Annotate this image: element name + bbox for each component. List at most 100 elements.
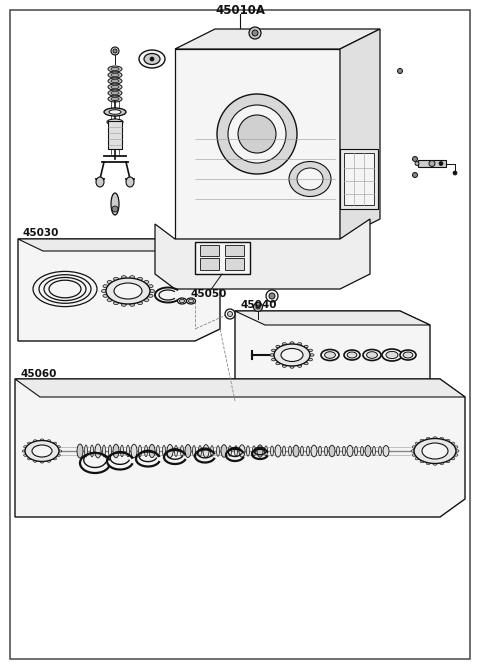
Circle shape xyxy=(150,57,154,61)
Ellipse shape xyxy=(228,446,231,456)
Ellipse shape xyxy=(113,278,119,280)
Ellipse shape xyxy=(34,460,37,462)
Ellipse shape xyxy=(108,72,122,78)
Ellipse shape xyxy=(49,280,81,298)
Bar xyxy=(108,121,122,149)
Polygon shape xyxy=(18,239,220,341)
Ellipse shape xyxy=(104,108,126,116)
Polygon shape xyxy=(155,219,370,289)
Ellipse shape xyxy=(121,303,126,306)
Ellipse shape xyxy=(420,440,424,442)
Circle shape xyxy=(225,309,235,319)
Ellipse shape xyxy=(156,446,159,457)
Ellipse shape xyxy=(451,442,455,445)
Ellipse shape xyxy=(107,298,112,302)
Circle shape xyxy=(253,302,263,312)
Ellipse shape xyxy=(199,446,202,456)
Ellipse shape xyxy=(139,50,165,68)
Ellipse shape xyxy=(84,445,87,457)
Ellipse shape xyxy=(121,276,126,279)
Polygon shape xyxy=(15,379,465,517)
Ellipse shape xyxy=(451,458,455,460)
Ellipse shape xyxy=(144,280,149,284)
Ellipse shape xyxy=(446,460,450,463)
Bar xyxy=(200,245,219,256)
Text: 45060: 45060 xyxy=(20,369,56,379)
Ellipse shape xyxy=(411,450,415,452)
Ellipse shape xyxy=(203,445,209,458)
Circle shape xyxy=(453,171,457,175)
Ellipse shape xyxy=(221,445,227,458)
Ellipse shape xyxy=(187,298,195,304)
Text: 45040: 45040 xyxy=(240,300,276,310)
Ellipse shape xyxy=(111,91,119,95)
Bar xyxy=(200,258,219,270)
Ellipse shape xyxy=(282,343,287,345)
Circle shape xyxy=(269,293,275,299)
Ellipse shape xyxy=(367,352,377,359)
Ellipse shape xyxy=(163,446,166,456)
Ellipse shape xyxy=(137,278,143,280)
Ellipse shape xyxy=(311,445,317,457)
Ellipse shape xyxy=(379,446,382,456)
Ellipse shape xyxy=(252,446,255,456)
Ellipse shape xyxy=(180,299,184,303)
Ellipse shape xyxy=(103,445,106,457)
Ellipse shape xyxy=(91,445,94,457)
Ellipse shape xyxy=(276,362,280,365)
Ellipse shape xyxy=(53,442,57,444)
Ellipse shape xyxy=(288,446,291,456)
Circle shape xyxy=(439,161,443,165)
Ellipse shape xyxy=(360,446,363,456)
Circle shape xyxy=(113,49,117,53)
Ellipse shape xyxy=(239,445,245,457)
Ellipse shape xyxy=(106,278,150,304)
Ellipse shape xyxy=(27,442,31,444)
Ellipse shape xyxy=(422,443,448,459)
Ellipse shape xyxy=(293,445,299,457)
Ellipse shape xyxy=(40,461,44,463)
Ellipse shape xyxy=(47,460,50,462)
Ellipse shape xyxy=(344,350,360,360)
Ellipse shape xyxy=(57,446,60,448)
Ellipse shape xyxy=(412,446,416,448)
Ellipse shape xyxy=(126,177,134,187)
Ellipse shape xyxy=(192,446,195,456)
Ellipse shape xyxy=(298,343,301,345)
Ellipse shape xyxy=(111,73,119,77)
Ellipse shape xyxy=(382,349,402,361)
Polygon shape xyxy=(235,311,430,401)
Ellipse shape xyxy=(144,54,160,64)
Ellipse shape xyxy=(131,444,137,458)
Ellipse shape xyxy=(108,84,122,90)
Ellipse shape xyxy=(329,446,335,457)
Ellipse shape xyxy=(108,445,111,457)
Ellipse shape xyxy=(148,285,153,288)
Circle shape xyxy=(412,157,418,161)
Ellipse shape xyxy=(257,445,263,457)
Circle shape xyxy=(228,312,232,316)
Ellipse shape xyxy=(274,344,310,366)
Ellipse shape xyxy=(39,275,91,303)
Ellipse shape xyxy=(111,193,119,215)
Ellipse shape xyxy=(440,462,444,464)
Text: 45010A: 45010A xyxy=(215,3,265,17)
Ellipse shape xyxy=(137,302,143,304)
Ellipse shape xyxy=(300,446,303,456)
Polygon shape xyxy=(175,29,380,49)
Ellipse shape xyxy=(111,97,119,101)
Ellipse shape xyxy=(363,349,381,361)
Ellipse shape xyxy=(426,438,430,440)
Ellipse shape xyxy=(414,438,456,464)
Ellipse shape xyxy=(446,440,450,442)
Ellipse shape xyxy=(264,446,267,456)
Ellipse shape xyxy=(440,438,444,440)
Ellipse shape xyxy=(109,110,121,114)
Ellipse shape xyxy=(108,90,122,96)
Ellipse shape xyxy=(433,463,437,465)
Ellipse shape xyxy=(454,454,458,456)
Ellipse shape xyxy=(420,460,424,463)
Ellipse shape xyxy=(307,446,310,456)
Ellipse shape xyxy=(53,458,57,460)
Ellipse shape xyxy=(149,444,155,458)
